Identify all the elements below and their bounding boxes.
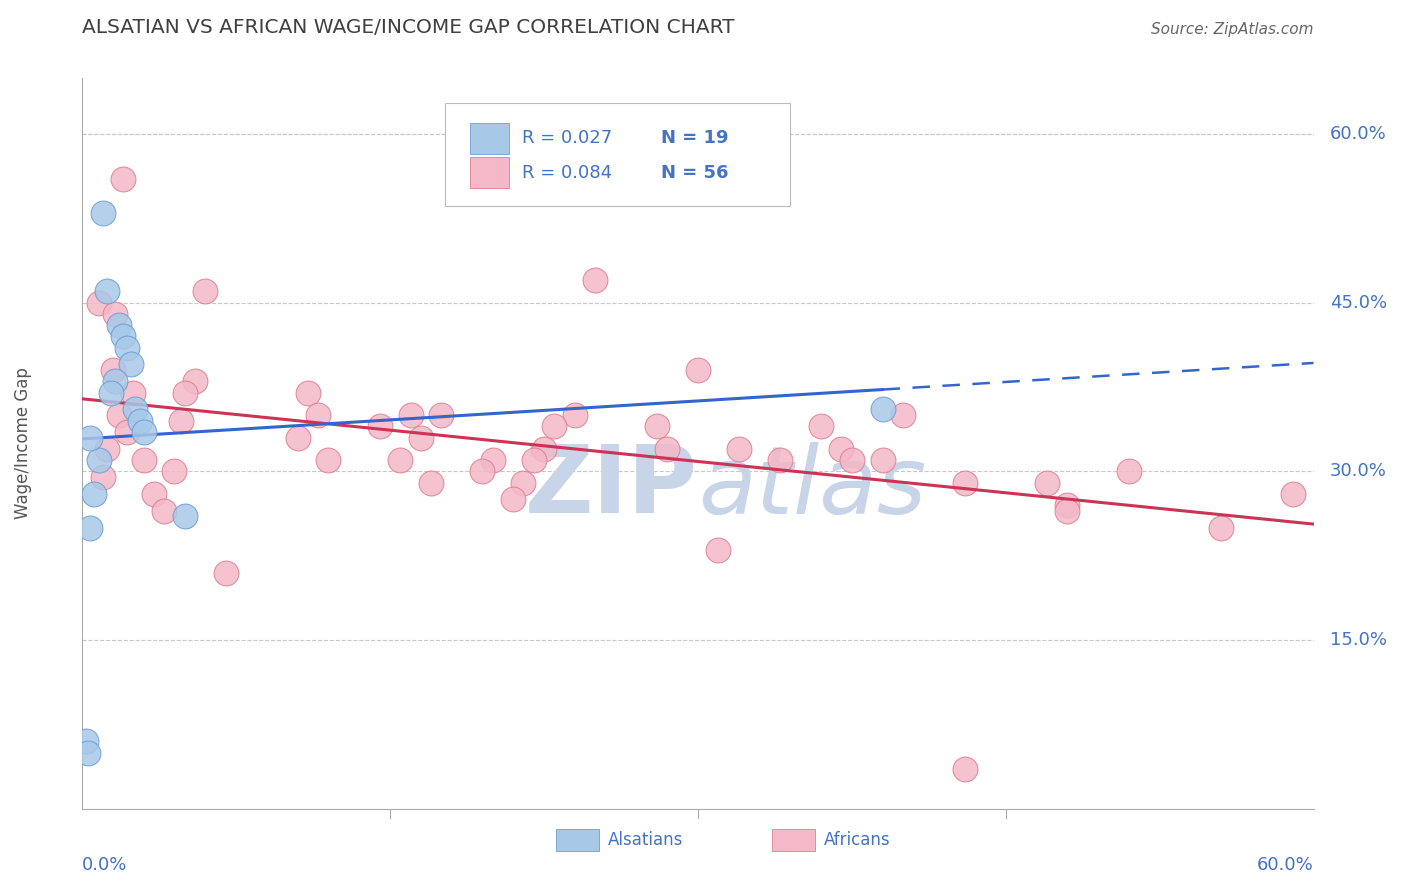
Point xyxy=(728,442,751,456)
Point xyxy=(112,172,135,186)
Text: ZIP: ZIP xyxy=(524,441,697,533)
Point xyxy=(287,431,309,445)
Point xyxy=(502,492,524,507)
Point xyxy=(1056,498,1078,512)
Point xyxy=(389,453,412,467)
Point xyxy=(872,453,894,467)
Point xyxy=(655,442,678,456)
Point xyxy=(583,273,606,287)
Point xyxy=(163,464,186,478)
Point xyxy=(769,453,792,467)
Point xyxy=(153,504,176,518)
Text: Wage/Income Gap: Wage/Income Gap xyxy=(14,368,32,519)
Point xyxy=(91,470,114,484)
Point xyxy=(707,543,730,558)
Bar xyxy=(470,123,509,153)
Point xyxy=(87,453,110,467)
Point xyxy=(830,442,852,456)
Point xyxy=(96,442,118,456)
Point xyxy=(101,363,124,377)
Bar xyxy=(557,830,599,851)
Point xyxy=(297,385,319,400)
FancyBboxPatch shape xyxy=(446,103,790,205)
Point xyxy=(108,408,131,422)
Point xyxy=(471,464,494,478)
Text: R = 0.084: R = 0.084 xyxy=(522,163,612,182)
Point xyxy=(143,487,166,501)
Point xyxy=(891,408,914,422)
Text: 30.0%: 30.0% xyxy=(1330,462,1386,480)
Point xyxy=(173,385,195,400)
Point xyxy=(132,425,155,439)
Point xyxy=(91,205,114,219)
Point xyxy=(1056,504,1078,518)
Point xyxy=(79,520,101,534)
Point xyxy=(481,453,503,467)
Point xyxy=(77,746,100,760)
Point xyxy=(96,285,118,299)
Bar xyxy=(470,157,509,188)
Text: R = 0.027: R = 0.027 xyxy=(522,129,612,147)
Point xyxy=(953,475,976,490)
Text: atlas: atlas xyxy=(697,442,927,533)
Point xyxy=(430,408,453,422)
Point xyxy=(1035,475,1057,490)
Point xyxy=(79,431,101,445)
Point xyxy=(686,363,709,377)
Point xyxy=(420,475,443,490)
Point xyxy=(112,329,135,343)
Point xyxy=(173,509,195,524)
Text: N = 19: N = 19 xyxy=(661,129,728,147)
Point xyxy=(368,419,391,434)
Text: Africans: Africans xyxy=(824,831,890,849)
Bar xyxy=(772,830,815,851)
Point xyxy=(318,453,340,467)
Point xyxy=(953,763,976,777)
Text: 45.0%: 45.0% xyxy=(1330,293,1388,311)
Point xyxy=(1282,487,1305,501)
Text: ALSATIAN VS AFRICAN WAGE/INCOME GAP CORRELATION CHART: ALSATIAN VS AFRICAN WAGE/INCOME GAP CORR… xyxy=(82,19,735,37)
Point xyxy=(512,475,534,490)
Point xyxy=(128,414,150,428)
Point xyxy=(307,408,329,422)
Text: Source: ZipAtlas.com: Source: ZipAtlas.com xyxy=(1152,22,1313,37)
Point xyxy=(100,385,122,400)
Point xyxy=(117,425,139,439)
Point xyxy=(1118,464,1140,478)
Text: N = 56: N = 56 xyxy=(661,163,728,182)
Text: 0.0%: 0.0% xyxy=(82,856,128,874)
Point xyxy=(108,318,131,332)
Point xyxy=(872,402,894,417)
Point xyxy=(184,374,207,388)
Point xyxy=(104,374,127,388)
Point xyxy=(122,385,145,400)
Point xyxy=(132,453,155,467)
Text: Alsatians: Alsatians xyxy=(607,831,683,849)
Point xyxy=(523,453,546,467)
Point xyxy=(399,408,422,422)
Point xyxy=(87,295,110,310)
Point xyxy=(645,419,668,434)
Text: 60.0%: 60.0% xyxy=(1257,856,1313,874)
Point xyxy=(543,419,565,434)
Point xyxy=(215,566,238,580)
Point xyxy=(409,431,432,445)
Point xyxy=(564,408,586,422)
Point xyxy=(533,442,555,456)
Point xyxy=(75,734,97,748)
Point xyxy=(1211,520,1233,534)
Point xyxy=(194,285,217,299)
Point xyxy=(83,487,105,501)
Text: 15.0%: 15.0% xyxy=(1330,631,1386,649)
Point xyxy=(120,358,142,372)
Text: 60.0%: 60.0% xyxy=(1330,125,1386,143)
Point xyxy=(169,414,191,428)
Point xyxy=(124,402,146,417)
Point xyxy=(117,341,139,355)
Point xyxy=(841,453,863,467)
Point xyxy=(104,307,127,321)
Point xyxy=(810,419,832,434)
